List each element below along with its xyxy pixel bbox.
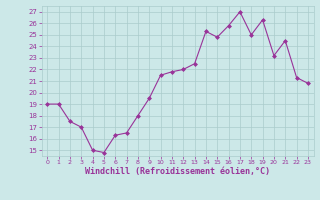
X-axis label: Windchill (Refroidissement éolien,°C): Windchill (Refroidissement éolien,°C)	[85, 167, 270, 176]
